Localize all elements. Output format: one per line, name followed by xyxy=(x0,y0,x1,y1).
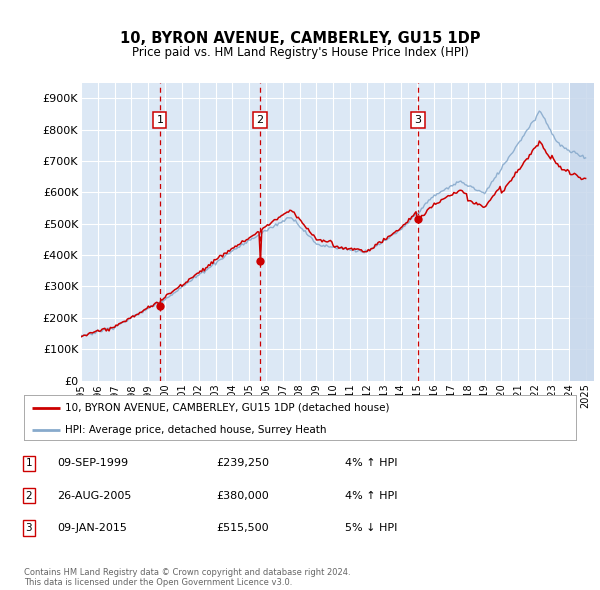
Text: 1: 1 xyxy=(25,458,32,468)
Text: 4% ↑ HPI: 4% ↑ HPI xyxy=(345,458,398,468)
Text: Price paid vs. HM Land Registry's House Price Index (HPI): Price paid vs. HM Land Registry's House … xyxy=(131,46,469,59)
Text: £380,000: £380,000 xyxy=(216,491,269,500)
Text: £239,250: £239,250 xyxy=(216,458,269,468)
Text: 26-AUG-2005: 26-AUG-2005 xyxy=(57,491,131,500)
Text: 09-JAN-2015: 09-JAN-2015 xyxy=(57,523,127,533)
Text: Contains HM Land Registry data © Crown copyright and database right 2024.
This d: Contains HM Land Registry data © Crown c… xyxy=(24,568,350,587)
Text: £515,500: £515,500 xyxy=(216,523,269,533)
Text: 2: 2 xyxy=(25,491,32,500)
Bar xyxy=(570,83,594,381)
Text: HPI: Average price, detached house, Surrey Heath: HPI: Average price, detached house, Surr… xyxy=(65,425,327,435)
Text: 09-SEP-1999: 09-SEP-1999 xyxy=(57,458,128,468)
Text: 5% ↓ HPI: 5% ↓ HPI xyxy=(345,523,397,533)
Text: 3: 3 xyxy=(25,523,32,533)
Text: 10, BYRON AVENUE, CAMBERLEY, GU15 1DP: 10, BYRON AVENUE, CAMBERLEY, GU15 1DP xyxy=(120,31,480,46)
Text: 3: 3 xyxy=(415,115,421,125)
Text: 2: 2 xyxy=(257,115,263,125)
Text: 10, BYRON AVENUE, CAMBERLEY, GU15 1DP (detached house): 10, BYRON AVENUE, CAMBERLEY, GU15 1DP (d… xyxy=(65,403,390,412)
Text: 1: 1 xyxy=(157,115,163,125)
Text: 4% ↑ HPI: 4% ↑ HPI xyxy=(345,491,398,500)
